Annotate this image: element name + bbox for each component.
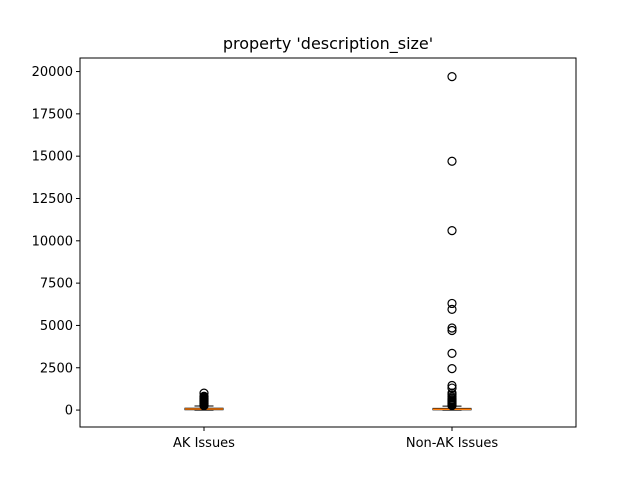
outlier-point [447, 298, 457, 309]
x-tick-label: Non-AK Issues [406, 436, 498, 451]
outlier-point [447, 325, 457, 336]
x-axis: AK Issues Non-AK Issues [173, 427, 498, 451]
outlier-point [447, 226, 457, 236]
x-tick-label: AK Issues [173, 436, 235, 451]
y-axis: 0 2500 5000 7500 10000 12500 15000 17500 20000 [32, 65, 80, 419]
box-non-ak-issues [432, 72, 472, 411]
outlier-point [447, 383, 457, 393]
y-tick-label: 15000 [32, 150, 73, 165]
outlier-point [447, 72, 457, 82]
y-tick-label: 12500 [32, 192, 73, 207]
y-tick-label: 5000 [40, 319, 73, 334]
outlier-point [447, 380, 457, 391]
plot-frame [79, 57, 577, 428]
box-ak-issues [184, 388, 224, 411]
y-tick-label: 20000 [32, 65, 73, 80]
y-tick-label: 0 [65, 404, 73, 419]
y-tick-label: 2500 [40, 361, 73, 376]
outlier-point [447, 156, 457, 166]
y-tick-label: 17500 [32, 107, 73, 122]
outlier-point [447, 364, 457, 374]
outlier-point [199, 391, 209, 401]
y-tick-label: 10000 [32, 234, 73, 249]
boxes [184, 72, 472, 411]
y-tick-label: 7500 [40, 277, 73, 292]
outlier-point [447, 304, 457, 314]
outlier-point [199, 388, 209, 398]
outlier-point [447, 323, 457, 333]
outlier-point [447, 348, 457, 358]
chart-title: property 'description_size' [222, 34, 434, 53]
